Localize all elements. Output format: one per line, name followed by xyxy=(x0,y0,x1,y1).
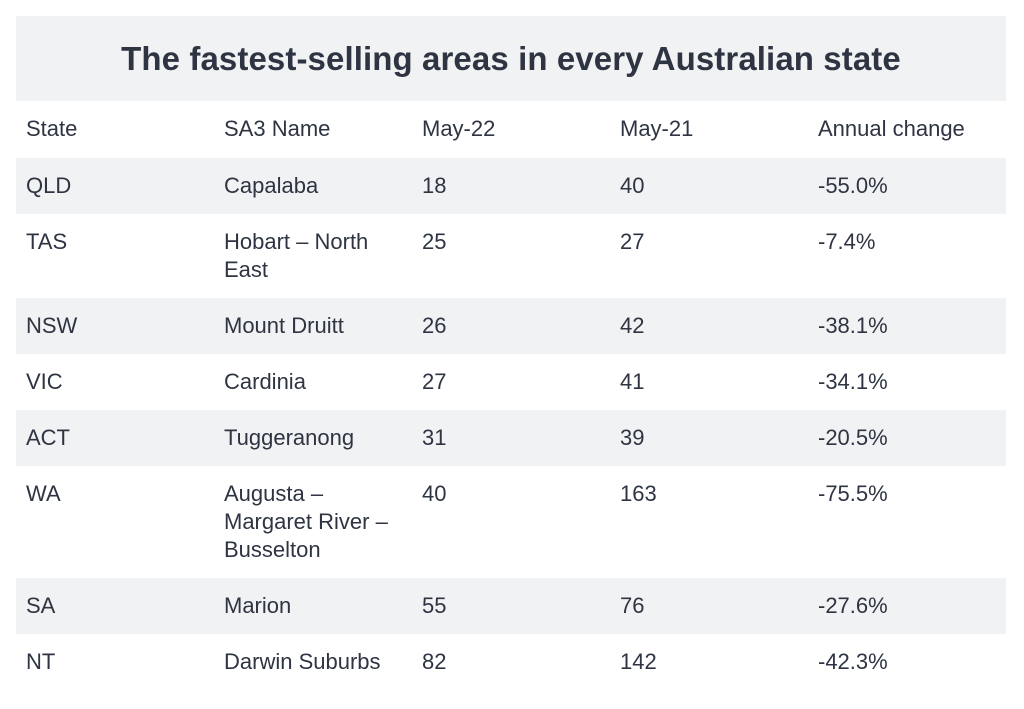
cell-annual-change: -34.1% xyxy=(818,369,888,394)
cell-annual-change: -7.4% xyxy=(818,229,876,254)
cell-may-21: 42 xyxy=(610,298,808,354)
cell-may-22: 27 xyxy=(422,369,447,394)
cell-may-22: 26 xyxy=(412,298,610,354)
cell-state: VIC xyxy=(26,369,63,394)
table-row: ACT Tuggeranong 31 39 -20.5% xyxy=(16,410,1006,466)
cell-annual-change: -55.0% xyxy=(808,158,1006,214)
cell-may-21: 27 xyxy=(620,229,645,254)
table-row: TAS Hobart – North East 25 27 -7.4% xyxy=(16,214,1006,298)
cell-state: NT xyxy=(26,649,56,674)
table-row: NT Darwin Suburbs 82 142 -42.3% xyxy=(16,634,1006,690)
cell-may-21: 163 xyxy=(620,481,657,506)
table-card: The fastest-selling areas in every Austr… xyxy=(16,16,1006,690)
cell-annual-change: -20.5% xyxy=(808,410,1006,466)
cell-may-21: 76 xyxy=(610,578,808,634)
cell-state: ACT xyxy=(16,410,214,466)
column-header-state: State xyxy=(26,116,78,141)
cell-sa3-name: Augusta – Margaret River – Busselton xyxy=(224,481,388,562)
cell-state: NSW xyxy=(16,298,214,354)
cell-state: SA xyxy=(16,578,214,634)
header-row: State SA3 Name May-22 May-21 Annual chan… xyxy=(16,101,1006,158)
table-title: The fastest-selling areas in every Austr… xyxy=(121,39,901,77)
cell-sa3-name: Mount Druitt xyxy=(214,298,412,354)
table-row: WA Augusta – Margaret River – Busselton … xyxy=(16,466,1006,578)
cell-may-21: 142 xyxy=(620,649,657,674)
cell-may-22: 25 xyxy=(422,229,447,254)
column-header-sa3-name: SA3 Name xyxy=(224,116,331,141)
cell-sa3-name: Cardinia xyxy=(224,369,306,394)
table-row: QLD Capalaba 18 40 -55.0% xyxy=(16,158,1006,214)
cell-sa3-name: Darwin Suburbs xyxy=(224,649,381,674)
cell-sa3-name: Marion xyxy=(214,578,412,634)
table-row: VIC Cardinia 27 41 -34.1% xyxy=(16,354,1006,410)
table-row: SA Marion 55 76 -27.6% xyxy=(16,578,1006,634)
cell-may-21: 40 xyxy=(610,158,808,214)
cell-annual-change: -75.5% xyxy=(818,481,888,506)
cell-may-21: 39 xyxy=(610,410,808,466)
cell-sa3-name: Capalaba xyxy=(214,158,412,214)
title-bar: The fastest-selling areas in every Austr… xyxy=(16,16,1006,101)
cell-may-22: 40 xyxy=(422,481,447,506)
cell-may-22: 18 xyxy=(412,158,610,214)
cell-may-22: 31 xyxy=(412,410,610,466)
column-header-may-22: May-22 xyxy=(422,116,496,141)
cell-annual-change: -27.6% xyxy=(808,578,1006,634)
table-row: NSW Mount Druitt 26 42 -38.1% xyxy=(16,298,1006,354)
cell-sa3-name: Tuggeranong xyxy=(214,410,412,466)
cell-sa3-name: Hobart – North East xyxy=(224,229,369,282)
cell-state: QLD xyxy=(16,158,214,214)
cell-may-22: 82 xyxy=(422,649,447,674)
cell-may-21: 41 xyxy=(620,369,645,394)
cell-may-22: 55 xyxy=(412,578,610,634)
cell-annual-change: -38.1% xyxy=(808,298,1006,354)
data-table: State SA3 Name May-22 May-21 Annual chan… xyxy=(16,101,1006,690)
cell-state: TAS xyxy=(26,229,68,254)
cell-state: WA xyxy=(26,481,61,506)
column-header-may-21: May-21 xyxy=(620,116,694,141)
cell-annual-change: -42.3% xyxy=(818,649,888,674)
column-header-annual-change: Annual change xyxy=(818,116,965,141)
